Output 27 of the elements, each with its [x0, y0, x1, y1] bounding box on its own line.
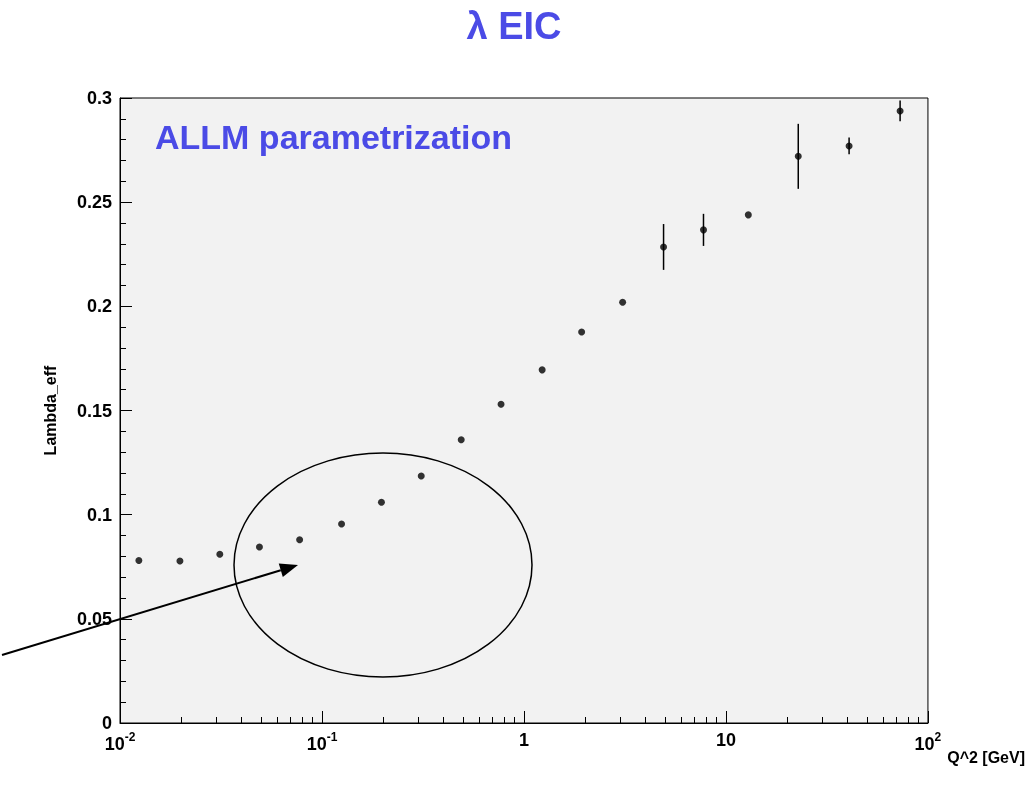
y-tick-label: 0.15: [76, 400, 112, 421]
point: [417, 472, 425, 480]
y-axis-title: Lambda_eff: [41, 364, 59, 456]
annotation: ALLM parametrization: [155, 118, 513, 156]
x-axis-title: Q^2 [GeV]: [947, 748, 1025, 766]
point: [578, 328, 586, 336]
y-tick-label: 0: [101, 713, 112, 733]
point: [457, 436, 465, 444]
y-tick-label: 0.3: [86, 88, 112, 108]
point: [216, 550, 224, 558]
point: [296, 536, 304, 544]
x-tick-label: 1: [518, 730, 529, 750]
point: [497, 400, 505, 408]
point: [619, 298, 627, 306]
point: [377, 498, 385, 506]
point: [255, 543, 263, 551]
y-tick-label: 0.25: [76, 192, 112, 213]
point: [338, 520, 346, 528]
y-tick-label: 0.05: [76, 608, 112, 629]
point: [660, 243, 668, 251]
point: [700, 226, 707, 234]
x-tick-label: 10: [715, 730, 736, 750]
y-tick-label: 0.2: [86, 296, 112, 317]
y-tick-label: 0.1: [86, 504, 112, 525]
point: [135, 557, 143, 564]
point: [538, 366, 546, 374]
chart-title: λ EIC: [466, 5, 562, 47]
